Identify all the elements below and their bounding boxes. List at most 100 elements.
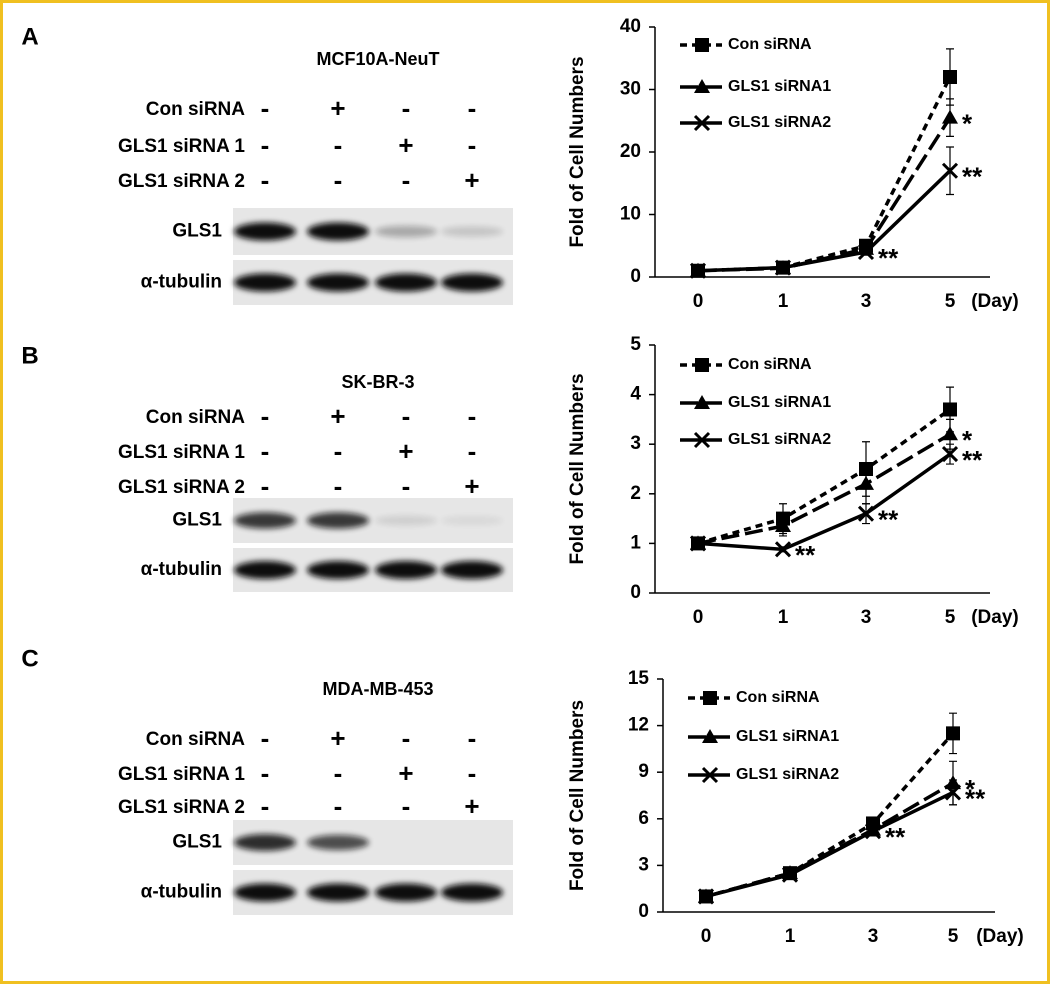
band xyxy=(441,883,503,902)
band xyxy=(234,834,296,851)
band-label: α-tubulin xyxy=(141,882,222,903)
series-line xyxy=(697,432,951,546)
x-tick-label: 5 xyxy=(945,607,956,628)
legend-label: GLS1 siRNA1 xyxy=(728,394,831,411)
blot-title: MCF10A-NeuT xyxy=(316,49,439,69)
treatment-mark: - xyxy=(261,758,270,788)
band-label: α-tubulin xyxy=(141,559,222,580)
treatment-mark: + xyxy=(330,723,345,753)
x-axis-label: (Day) xyxy=(971,607,1019,628)
y-tick-label: 2 xyxy=(630,483,641,504)
treatment-mark: - xyxy=(261,791,270,821)
band xyxy=(234,512,296,529)
marker xyxy=(858,475,874,490)
treatment-mark: - xyxy=(468,758,477,788)
y-axis-label: Fold of Cell Numbers xyxy=(567,700,588,891)
treatment-mark: - xyxy=(261,471,270,501)
x-tick-label: 3 xyxy=(861,291,872,312)
annotation: * xyxy=(962,425,973,455)
x-tick-label: 0 xyxy=(693,291,704,312)
annotation: ** xyxy=(962,162,983,192)
band xyxy=(307,512,369,529)
treatment-mark: - xyxy=(334,436,343,466)
marker xyxy=(693,114,711,132)
y-tick-label: 4 xyxy=(630,384,641,405)
marker xyxy=(689,535,707,552)
marker xyxy=(703,691,717,705)
treatment-mark: - xyxy=(402,723,411,753)
band xyxy=(441,561,503,579)
marker xyxy=(697,888,715,905)
treatment-mark: - xyxy=(468,436,477,466)
y-tick-label: 12 xyxy=(628,715,649,736)
row-label: GLS1 siRNA 2 xyxy=(118,171,245,192)
y-tick-label: 0 xyxy=(630,266,641,287)
treatment-mark: + xyxy=(330,93,345,123)
series-line xyxy=(697,169,952,273)
y-tick-label: 6 xyxy=(638,808,649,829)
band xyxy=(375,515,437,526)
marker xyxy=(781,866,799,883)
treatment-mark: - xyxy=(261,723,270,753)
annotation: ** xyxy=(878,505,899,535)
legend-label: GLS1 siRNA1 xyxy=(736,728,839,745)
marker xyxy=(695,358,709,372)
y-tick-label: 9 xyxy=(638,761,649,782)
row-label: GLS1 siRNA 1 xyxy=(118,442,245,463)
marker xyxy=(946,726,960,741)
marker xyxy=(941,446,959,463)
annotation: ** xyxy=(885,822,906,852)
band-label: GLS1 xyxy=(172,221,222,242)
x-tick-label: 1 xyxy=(778,291,789,312)
treatment-mark: - xyxy=(402,401,411,431)
band xyxy=(375,273,437,292)
marker xyxy=(774,541,792,558)
treatment-mark: - xyxy=(334,791,343,821)
y-axis-label: Fold of Cell Numbers xyxy=(567,373,588,564)
series-line xyxy=(705,732,955,899)
marker xyxy=(695,38,709,52)
band xyxy=(307,273,369,292)
x-tick-label: 0 xyxy=(701,926,712,947)
y-tick-label: 30 xyxy=(620,79,641,100)
band xyxy=(307,222,369,241)
treatment-mark: - xyxy=(261,165,270,195)
band xyxy=(441,515,503,526)
marker xyxy=(942,109,958,124)
legend-label: Con siRNA xyxy=(736,689,820,706)
treatment-mark: - xyxy=(261,130,270,160)
treatment-mark: - xyxy=(261,436,270,466)
x-tick-label: 5 xyxy=(945,291,956,312)
y-tick-label: 40 xyxy=(620,16,641,37)
band-label: GLS1 xyxy=(172,832,222,853)
treatment-mark: - xyxy=(468,401,477,431)
treatment-mark: - xyxy=(468,723,477,753)
marker xyxy=(857,505,875,522)
treatment-mark: - xyxy=(261,401,270,431)
legend-label: GLS1 siRNA2 xyxy=(736,766,839,783)
x-axis-label: (Day) xyxy=(976,926,1024,947)
marker xyxy=(702,729,718,743)
band xyxy=(234,222,296,241)
row-label: Con siRNA xyxy=(146,729,246,750)
marker xyxy=(693,431,711,449)
y-tick-label: 20 xyxy=(620,141,641,162)
marker xyxy=(944,784,962,801)
annotation: ** xyxy=(965,783,986,813)
legend-label: GLS1 siRNA2 xyxy=(728,114,831,131)
marker xyxy=(774,259,792,276)
y-tick-label: 15 xyxy=(628,668,650,689)
treatment-mark: + xyxy=(330,401,345,431)
band xyxy=(234,561,296,579)
band-label: α-tubulin xyxy=(141,272,222,293)
marker xyxy=(775,518,791,533)
band xyxy=(375,883,437,902)
treatment-mark: - xyxy=(334,758,343,788)
treatment-mark: - xyxy=(334,130,343,160)
x-tick-label: 3 xyxy=(861,607,872,628)
y-axis-label: Fold of Cell Numbers xyxy=(567,56,588,247)
marker xyxy=(701,766,719,784)
treatment-mark: - xyxy=(402,165,411,195)
band-label: GLS1 xyxy=(172,510,222,531)
panel-label: C xyxy=(21,645,38,672)
